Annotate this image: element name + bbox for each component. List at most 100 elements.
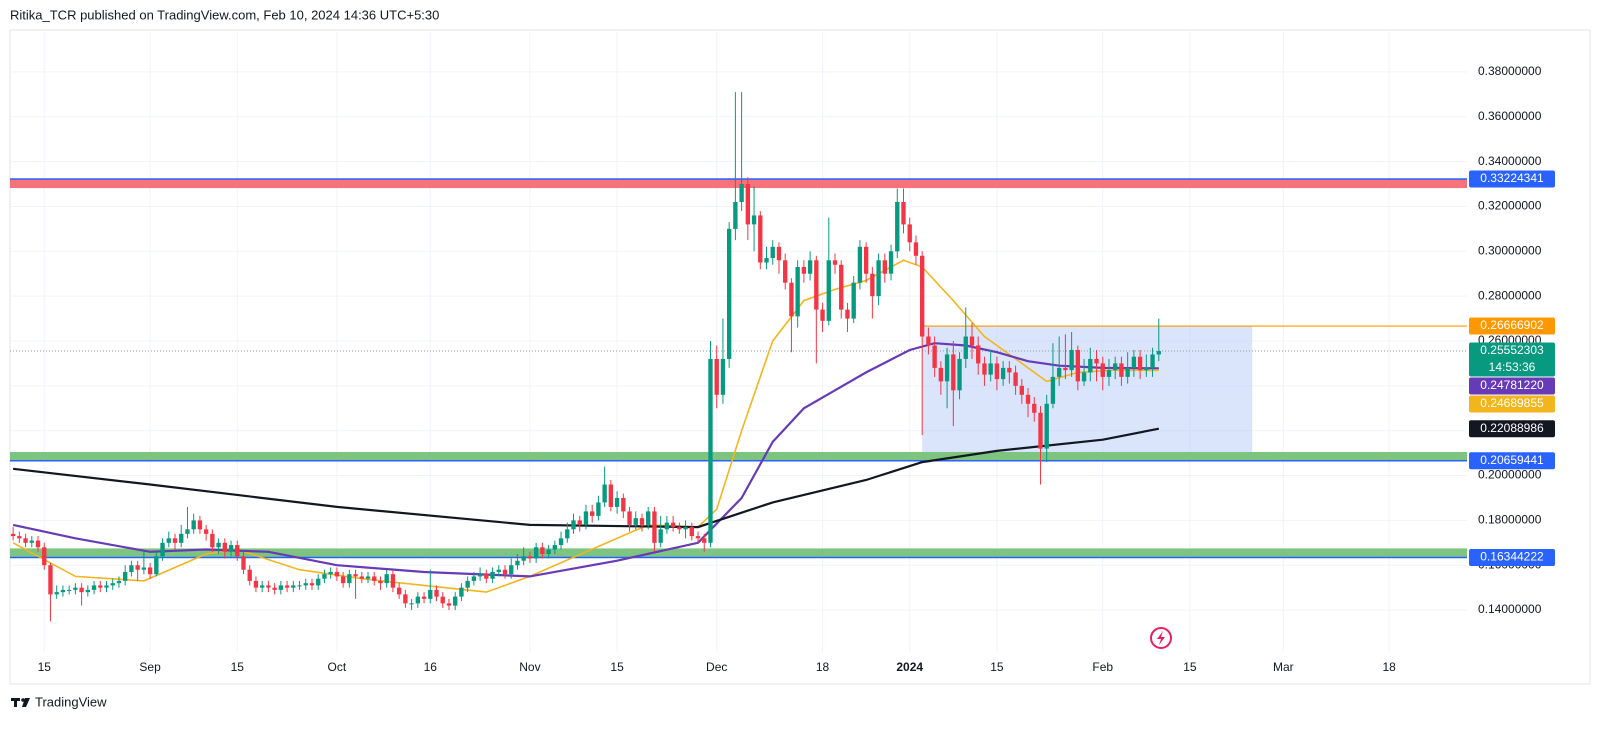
- y-tick-label: 0.28000000: [1478, 288, 1542, 302]
- candle-body: [957, 358, 962, 391]
- candle-body: [1156, 351, 1161, 355]
- candle-body: [29, 540, 34, 543]
- candle-body: [963, 336, 968, 359]
- candle-body: [48, 565, 53, 595]
- price-tag: [1469, 420, 1555, 438]
- candle-body: [197, 520, 203, 530]
- candle-body: [857, 246, 863, 283]
- candle-body: [583, 511, 589, 525]
- x-tick-label: 16: [424, 660, 438, 674]
- candle-body: [938, 367, 944, 382]
- candle-body: [969, 336, 975, 346]
- candle-body: [490, 571, 495, 579]
- candle-body: [477, 574, 483, 577]
- candle-body: [851, 282, 856, 319]
- candle-body: [795, 267, 800, 317]
- candle-body: [689, 527, 694, 537]
- candle-body: [776, 246, 782, 261]
- candle-body: [322, 574, 327, 579]
- candle-body: [191, 520, 196, 530]
- candle-body: [440, 596, 445, 604]
- candle-body: [733, 201, 738, 229]
- zone: [10, 548, 1467, 558]
- candle-body: [633, 518, 638, 525]
- candle-body: [278, 585, 284, 590]
- x-tick-label: 18: [816, 660, 830, 674]
- candle-body: [284, 585, 290, 588]
- candle-body: [602, 484, 607, 503]
- candle-body: [521, 556, 526, 561]
- candle-body: [726, 228, 732, 359]
- candle-body: [54, 592, 59, 595]
- candle-body: [390, 574, 396, 588]
- candle-body: [1075, 349, 1081, 382]
- price-tag-label: 0.22088986: [1480, 421, 1544, 435]
- candle-body: [664, 522, 670, 530]
- candle-body: [944, 354, 950, 382]
- candle-body: [951, 354, 956, 391]
- candle-body: [378, 580, 383, 584]
- header: Ritika_TCR published on TradingView.com,…: [10, 7, 439, 22]
- candle-body: [751, 215, 757, 225]
- candle-body: [913, 242, 919, 256]
- candle-body: [882, 260, 888, 274]
- candle-body: [1056, 367, 1062, 377]
- candle-body: [515, 560, 520, 566]
- candle-body: [309, 583, 315, 586]
- candle-body: [66, 589, 72, 591]
- x-tick-label: 15: [1183, 660, 1197, 674]
- candle-body: [1100, 363, 1105, 377]
- x-tick-label: Sep: [139, 660, 161, 674]
- candle-body: [988, 363, 993, 375]
- candle-body: [222, 542, 227, 552]
- candle-body: [316, 578, 321, 586]
- candle-body: [428, 589, 433, 599]
- candle-body: [141, 567, 147, 570]
- candle-body: [60, 589, 66, 593]
- candle-body: [247, 569, 252, 581]
- zone: [10, 179, 1467, 189]
- candle-body: [453, 596, 458, 606]
- candle-body: [235, 545, 240, 557]
- candle-body: [1144, 367, 1149, 371]
- x-tick-label: Oct: [328, 660, 347, 674]
- candle-body: [614, 497, 620, 507]
- candle-body: [266, 585, 271, 588]
- candle-body: [228, 545, 234, 552]
- candle-body: [135, 565, 140, 570]
- candle-body: [920, 255, 925, 337]
- candle-body: [303, 583, 308, 586]
- price-tag: [1469, 377, 1555, 395]
- candle-body: [396, 587, 402, 595]
- candle-body: [1063, 367, 1068, 371]
- candle-body: [540, 547, 545, 555]
- candle-body: [845, 309, 850, 319]
- candle-body: [446, 603, 452, 606]
- candle-body: [359, 576, 364, 579]
- price-tag: [1469, 452, 1555, 470]
- candle-body: [558, 538, 564, 546]
- footer: TradingView: [35, 694, 107, 709]
- candle-body: [901, 201, 906, 225]
- candle-body: [1088, 358, 1093, 373]
- y-tick-label: 0.32000000: [1478, 199, 1542, 213]
- candle-body: [172, 538, 178, 543]
- candle-body: [639, 518, 645, 525]
- candle-body: [23, 538, 28, 543]
- candle-body: [129, 565, 134, 572]
- grid: 0.140000000.160000000.180000000.20000000…: [10, 30, 1542, 674]
- candle-body: [1025, 394, 1031, 404]
- candle-body: [646, 511, 651, 525]
- candle-body: [509, 565, 514, 575]
- candle-body: [895, 201, 900, 252]
- candle-body: [1081, 372, 1087, 382]
- candle-body: [328, 571, 333, 575]
- y-tick-label: 0.30000000: [1478, 243, 1542, 257]
- candle-body: [110, 583, 115, 586]
- candle-body: [434, 589, 439, 597]
- candle-body: [652, 511, 657, 543]
- candle-body: [695, 536, 701, 539]
- y-tick-label: 0.20000000: [1478, 468, 1542, 482]
- candle-body: [98, 585, 103, 588]
